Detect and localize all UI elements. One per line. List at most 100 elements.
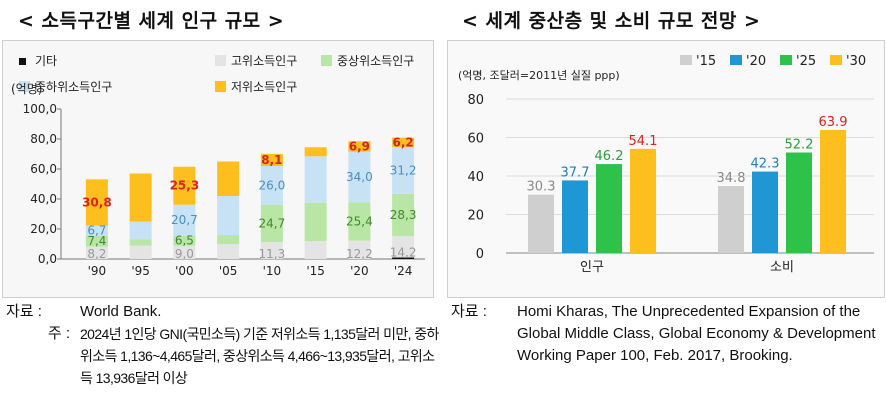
data-label-lower_middle: 34,0 <box>346 170 373 184</box>
y-tick-label: 20 <box>467 209 484 224</box>
bar-segment-high <box>217 244 240 259</box>
bar-segment-high <box>129 245 152 259</box>
legend-swatch-s25 <box>780 55 792 65</box>
bar-s15 <box>718 186 744 253</box>
bar-segment-lower_middle <box>217 196 240 235</box>
x-tick-label: 소비 <box>770 260 794 275</box>
legend-swatch-s20 <box>730 55 742 65</box>
bar-s25 <box>786 152 812 253</box>
data-label-s25: 46.2 <box>595 149 624 164</box>
right-chart-title: < 세계 중산층 및 소비 규모 전망 > <box>462 10 761 32</box>
data-label-lower_middle: 20,7 <box>171 213 198 227</box>
data-label-upper_middle: 25,4 <box>346 215 373 229</box>
left-chart-title: < 소득구간별 세계 인구 규모 > <box>18 10 285 32</box>
bar-segment-upper_middle <box>85 235 108 247</box>
x-tick-label: '00 <box>175 264 194 278</box>
y-tick-label: 60,0 <box>30 162 57 176</box>
middle-class-outlook-svg: '15 '20 '25 '30 (억명, 조달러=2011년 실질 ppp) 0 20 40 6… <box>458 54 874 275</box>
bar-segment-lower_middle <box>304 156 327 203</box>
legend-swatch-lower_middle <box>19 81 30 92</box>
legend-swatch-s15 <box>680 55 692 65</box>
y-tick-label: 60 <box>467 132 484 147</box>
bar-segment-upper_middle <box>304 202 327 241</box>
legend-label-s25: '25 <box>796 54 816 69</box>
data-label-s30: 63.9 <box>819 115 848 130</box>
bar-segment-low <box>173 166 196 205</box>
bar-segment-other <box>392 257 415 259</box>
data-label-s20: 37.7 <box>561 165 590 180</box>
legend-swatch-upper_middle <box>321 55 332 66</box>
bar-segment-upper_middle <box>260 205 283 243</box>
data-label-s30: 54.1 <box>629 134 658 149</box>
x-tick-label: 인구 <box>580 260 604 275</box>
y-unit-label: (억명) <box>11 82 42 96</box>
x-tick-label: '90 <box>88 264 107 278</box>
bar-s20 <box>752 171 778 253</box>
data-label-high: 8,2 <box>87 247 106 261</box>
x-tick-label: '20 <box>350 264 369 278</box>
middle-class-outlook-chart: '15 '20 '25 '30 (억명, 조달러=2011년 실질 ppp) 0 20 40 6… <box>447 40 885 298</box>
legend-swatch-other <box>19 58 26 65</box>
legend-label-s15: '15 <box>696 54 716 69</box>
data-label-lower_middle: 26,0 <box>259 179 286 193</box>
bar-segment-high <box>260 242 283 259</box>
data-label-upper_middle: 6,5 <box>175 234 194 248</box>
source-key: 자료 : <box>6 303 42 320</box>
bar-segment-low <box>85 179 108 226</box>
data-label-upper_middle: 7,4 <box>87 234 106 248</box>
x-tick-label: '15 <box>306 264 325 278</box>
bar-segment-low <box>129 173 152 222</box>
bar-segment-low <box>304 147 327 157</box>
data-label-s20: 42.3 <box>751 157 780 172</box>
data-label-lower_middle: 31,2 <box>390 163 417 177</box>
legend-swatch-low <box>215 81 226 92</box>
data-label-low: 6,9 <box>349 139 370 153</box>
bar-segment-high <box>304 241 327 259</box>
bar-segment-upper_middle <box>217 235 240 244</box>
bar-s30 <box>820 129 846 253</box>
y-tick-label: 40 <box>467 170 484 185</box>
bar-s20 <box>562 180 588 253</box>
bar-segment-lower_middle <box>348 151 371 203</box>
y-tick-label: 20,0 <box>30 222 57 236</box>
bar-segment-upper_middle <box>129 239 152 246</box>
x-tick-label: '05 <box>219 264 238 278</box>
data-label-low: 30,8 <box>82 195 112 209</box>
bar-segment-lower_middle <box>173 204 196 236</box>
data-label-lower_middle: 6,7 <box>87 224 106 238</box>
bar-segment-lower_middle <box>392 146 415 194</box>
bar-segment-low <box>348 141 371 152</box>
data-label-high: 11,3 <box>259 247 286 261</box>
y-tick-label: 0,0 <box>38 252 57 266</box>
left-source-block: 자료 : World Bank. 주 : 2024년 1인당 GNI(국민소득)… <box>6 301 446 389</box>
legend-swatch-s30 <box>830 55 842 65</box>
bar-segment-lower_middle <box>85 225 108 236</box>
source-text: World Bank. <box>80 303 162 320</box>
bar-s25 <box>596 164 622 253</box>
bar-segment-low <box>260 153 283 166</box>
data-label-s25: 52.2 <box>785 138 814 153</box>
legend-label-s20: '20 <box>746 54 766 69</box>
y-tick-label: 80 <box>467 93 484 108</box>
bar-segment-high <box>85 246 108 259</box>
bar-segment-upper_middle <box>392 193 415 237</box>
data-label-low: 6,2 <box>392 135 413 149</box>
source-text: Homi Kharas, The Unprecedented Expansion… <box>517 303 876 364</box>
legend-label-high: 고위소득인구 <box>231 54 297 68</box>
data-label-low: 8,1 <box>261 153 282 167</box>
bar-segment-high <box>348 240 371 259</box>
data-label-s15: 34.8 <box>717 171 746 186</box>
y-unit-label: (억명, 조달러=2011년 실질 ppp) <box>458 69 620 82</box>
x-tick-label: '24 <box>394 264 413 278</box>
x-tick-label: '10 <box>263 264 282 278</box>
bar-segment-upper_middle <box>348 202 371 241</box>
note-text: 2024년 1인당 GNI(국민소득) 기준 저위소득 1,135달러 미만, … <box>80 326 439 386</box>
bar-segment-high <box>392 236 415 258</box>
legend-label-lower_middle: 중하위소득인구 <box>35 80 112 94</box>
legend-label-low: 저위소득인구 <box>231 80 297 94</box>
population-by-income-chart: 기타 고위소득인구 중상위소득인구 중하위소득인구 저위소득인구 (억명) 0,0 20,0 4… <box>2 40 434 298</box>
bar-segment-low <box>392 137 415 147</box>
data-label-upper_middle: 24,7 <box>259 217 286 231</box>
bar-segment-lower_middle <box>260 166 283 205</box>
legend-label-upper_middle: 중상위소득인구 <box>337 54 414 68</box>
